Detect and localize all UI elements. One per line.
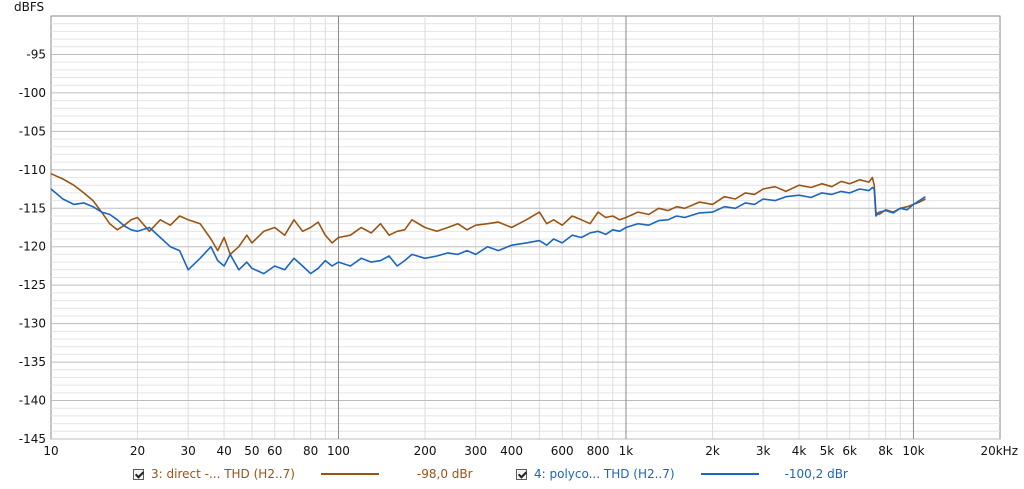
x-tick-label: 4k — [792, 444, 807, 458]
tick-labels: -95 -100 -105 -110 -115 -120 -125 -130 -135 -140 -… — [19, 47, 1018, 458]
x-tick-label: 50 — [244, 444, 259, 458]
x-tick-label: 60 — [267, 444, 282, 458]
x-tick-label: 3k — [756, 444, 771, 458]
x-tick-label: 80 — [303, 444, 318, 458]
x-tick-label: 20kHz — [980, 444, 1018, 458]
legend-item-series-3[interactable]: 3: direct -... THD (H2..7) -98,0 dBr — [133, 463, 473, 485]
x-tick-label: 200 — [414, 444, 437, 458]
y-tick-label: -105 — [19, 124, 46, 138]
y-axis-unit-label: dBFS — [14, 0, 44, 14]
y-tick-label: -125 — [19, 278, 46, 292]
series-line-3 — [50, 172, 926, 256]
x-tick-label: 30 — [181, 444, 196, 458]
y-tick-label: -115 — [19, 201, 46, 215]
series-line-4 — [50, 186, 926, 275]
series-lines — [50, 172, 926, 275]
x-tick-label: 300 — [464, 444, 487, 458]
y-tick-label: -100 — [19, 86, 46, 100]
grid — [51, 16, 1000, 440]
y-tick-label: -95 — [26, 47, 46, 61]
x-tick-label: 600 — [551, 444, 574, 458]
x-tick-label: 800 — [587, 444, 610, 458]
x-tick-label: 40 — [216, 444, 231, 458]
series-3-swatch — [320, 473, 379, 475]
series-4-checkbox[interactable] — [516, 468, 527, 480]
y-tick-label: -145 — [19, 432, 46, 446]
x-tick-label: 8k — [878, 444, 893, 458]
series-4-label: 4: polyco... THD (H2..7) — [534, 467, 675, 481]
x-tick-label: 20 — [130, 444, 145, 458]
x-tick-label: 100 — [327, 444, 350, 458]
x-tick-label: 400 — [500, 444, 523, 458]
series-4-swatch — [700, 473, 759, 475]
legend-item-series-4[interactable]: 4: polyco... THD (H2..7) -100,2 dBr — [516, 463, 848, 485]
x-tick-label: 1k — [619, 444, 634, 458]
x-tick-label: 10k — [902, 444, 924, 458]
x-tick-label: 5k — [820, 444, 835, 458]
series-4-value: -100,2 dBr — [784, 467, 848, 481]
series-3-value: -98,0 dBr — [416, 467, 473, 481]
y-tick-label: -110 — [19, 163, 46, 177]
y-tick-label: -140 — [19, 394, 46, 408]
y-tick-label: -120 — [19, 240, 46, 254]
x-tick-label: 10 — [43, 444, 58, 458]
x-tick-label: 2k — [705, 444, 720, 458]
x-tick-label: 6k — [842, 444, 857, 458]
plot-area — [50, 15, 1001, 440]
y-tick-label: -135 — [19, 355, 46, 369]
series-3-label: 3: direct -... THD (H2..7) — [151, 467, 295, 481]
y-tick-label: -130 — [19, 317, 46, 331]
series-3-checkbox[interactable] — [133, 468, 144, 480]
